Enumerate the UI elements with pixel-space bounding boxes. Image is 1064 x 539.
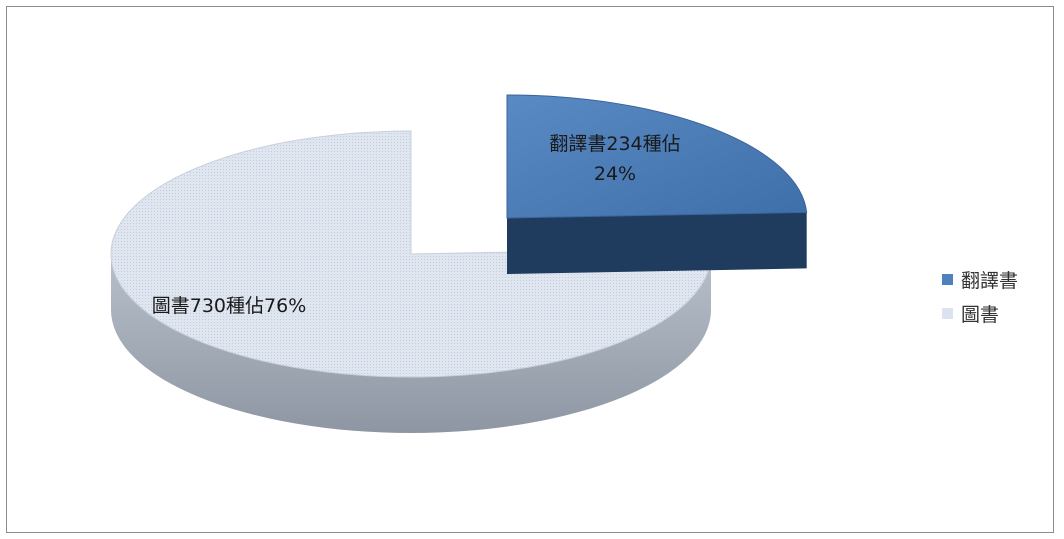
pie-slice-translated	[506, 94, 808, 274]
legend-swatch-translated	[942, 273, 953, 285]
slice-label-translated: 翻譯書234種佔 24%	[549, 133, 680, 185]
slice-label-books: 圖書730種佔76%	[152, 295, 307, 317]
pie-chart: 翻譯書234種佔 24% 圖書730種佔76%	[110, 94, 808, 433]
legend-swatch-books	[942, 307, 953, 319]
pie-slice-top	[110, 130, 712, 378]
pie-slice-side	[111, 254, 711, 433]
legend-item-translated: 翻譯書	[942, 262, 1018, 296]
legend-label-books: 圖書	[961, 303, 1000, 326]
pie-slice-books	[110, 130, 712, 433]
chart-frame: 翻譯書234種佔 24% 圖書730種佔76% 翻譯書 圖書	[6, 6, 1054, 533]
legend-item-books: 圖書	[942, 296, 1018, 330]
legend-label-translated: 翻譯書	[961, 269, 1019, 292]
pie-slice-top	[506, 94, 808, 219]
pie-slice-cut	[507, 212, 807, 274]
legend: 翻譯書 圖書	[942, 262, 1018, 330]
